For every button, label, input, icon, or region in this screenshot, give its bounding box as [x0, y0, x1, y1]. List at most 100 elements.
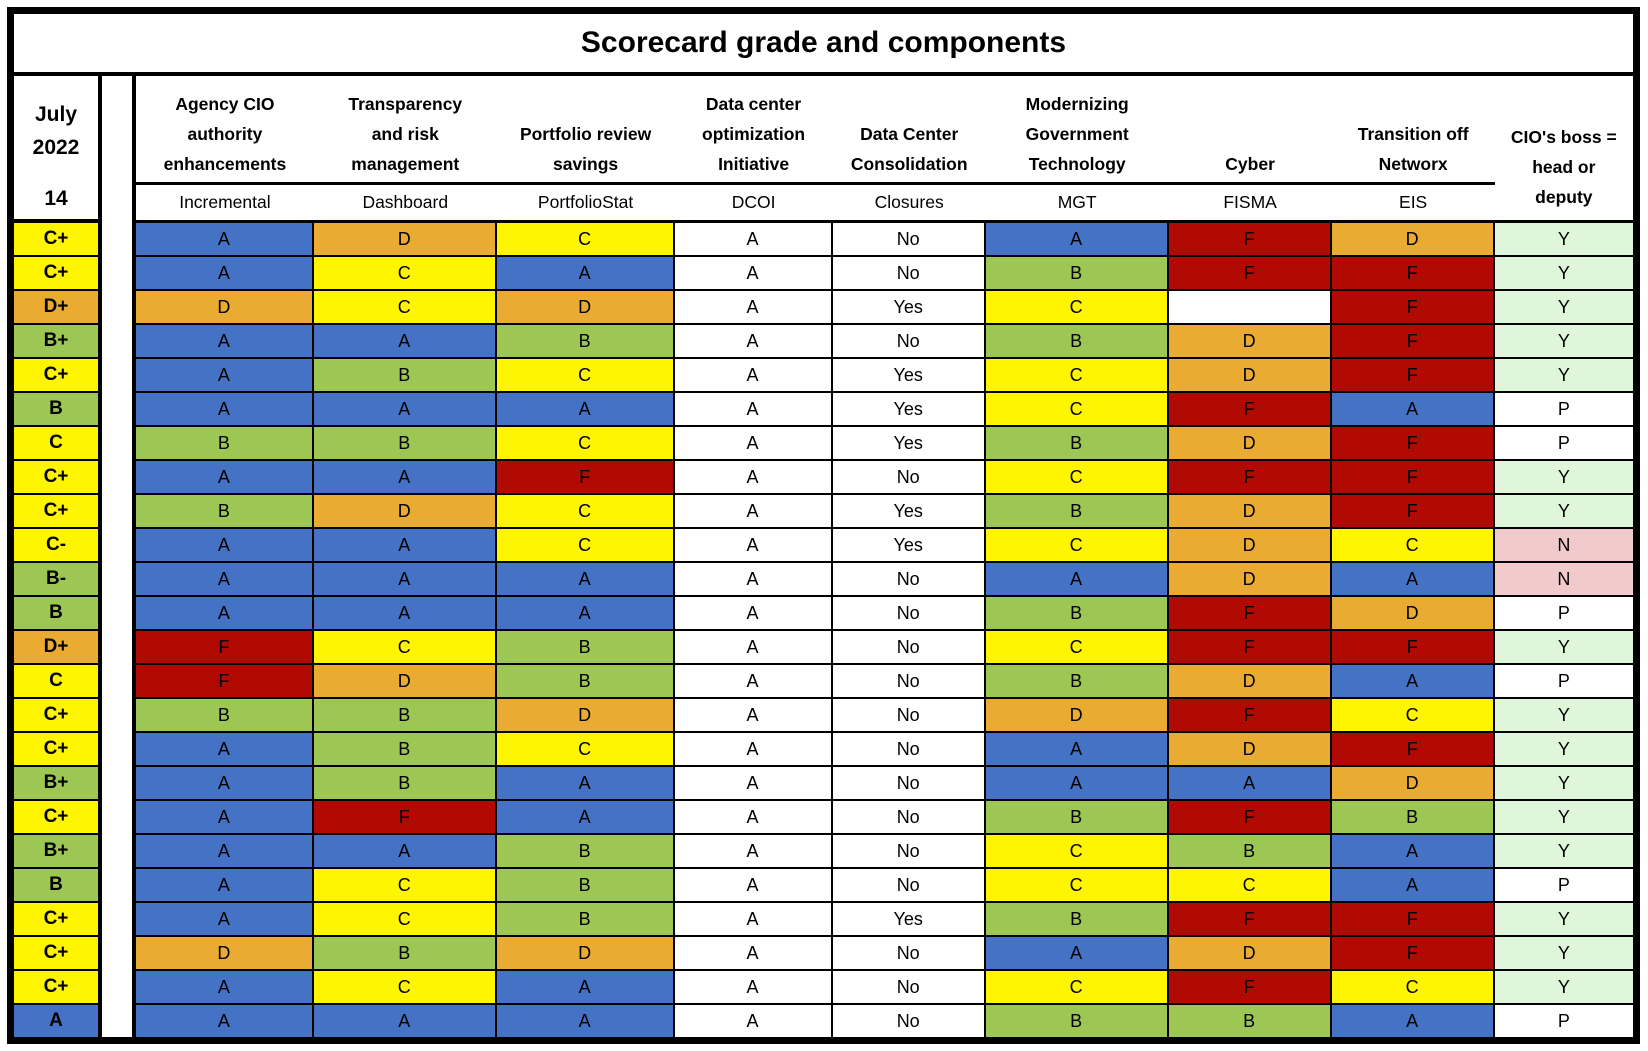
column-title-line: deputy	[1535, 187, 1593, 207]
score-row: B B D A No D F C Y	[136, 699, 1633, 733]
score-cell-closures: No	[832, 767, 986, 799]
score-cell-fisma: F	[1168, 597, 1332, 629]
column-sublabel: DCOI	[674, 182, 833, 220]
score-cell-portfoliostat: B	[496, 665, 675, 697]
column-sublabel: FISMA	[1168, 182, 1332, 220]
score-cell-closures: Yes	[832, 529, 986, 561]
score-cell-dashboard: B	[313, 427, 497, 459]
score-cell-dashboard: B	[313, 767, 497, 799]
column-sublabel: PortfolioStat	[496, 182, 675, 220]
score-cell-incremental: B	[136, 495, 314, 527]
score-row: A B C A No A D F Y	[136, 733, 1633, 767]
overall-grade-cell: B-	[14, 563, 98, 597]
overall-grade-cell: C+	[14, 801, 98, 835]
boss-cell: P	[1494, 869, 1633, 901]
score-cell-fisma: B	[1168, 835, 1332, 867]
score-cell-dashboard: B	[313, 937, 497, 969]
score-cell-mgt: C	[985, 529, 1169, 561]
score-cell-dashboard: D	[313, 495, 497, 527]
score-cell-eis: F	[1331, 733, 1495, 765]
score-cell-closures: No	[832, 1005, 986, 1037]
column-title: Transparency and risk management	[314, 76, 497, 182]
score-row: A A B A No C B A Y	[136, 835, 1633, 869]
score-cell-dcoi: A	[674, 223, 833, 255]
score-cell-dashboard: D	[313, 665, 497, 697]
score-cell-eis: A	[1331, 835, 1495, 867]
overall-grade-cell: C+	[14, 257, 98, 291]
score-cell-dashboard: A	[313, 563, 497, 595]
boss-cell: Y	[1494, 903, 1633, 935]
score-cell-incremental: A	[136, 257, 314, 289]
score-cell-closures: No	[832, 563, 986, 595]
boss-cell: Y	[1494, 291, 1633, 323]
score-cell-mgt: A	[985, 733, 1169, 765]
boss-cell: Y	[1494, 223, 1633, 255]
score-cell-incremental: D	[136, 937, 314, 969]
score-cell-eis: F	[1331, 937, 1495, 969]
score-cell-dashboard: C	[313, 257, 497, 289]
column-title: Portfolio review savings	[497, 76, 675, 182]
overall-grade-cell: C+	[14, 495, 98, 529]
column-sublabel: Incremental	[136, 182, 314, 220]
score-cell-fisma: D	[1168, 325, 1332, 357]
column-sublabel: Closures	[832, 182, 986, 220]
score-cell-fisma: F	[1168, 903, 1332, 935]
score-cell-mgt: A	[985, 563, 1169, 595]
score-cell-incremental: A	[136, 529, 314, 561]
score-cell-incremental: A	[136, 903, 314, 935]
column-title-line: enhancements	[163, 154, 287, 174]
overall-grade-cell: B+	[14, 835, 98, 869]
score-cell-incremental: F	[136, 631, 314, 663]
score-cell-portfoliostat: A	[496, 1005, 675, 1037]
score-cell-dcoi: A	[674, 461, 833, 493]
column-header-eis: Transition off Networx EIS	[1331, 76, 1495, 220]
score-cell-fisma: F	[1168, 631, 1332, 663]
boss-cell: N	[1494, 529, 1633, 561]
score-cell-portfoliostat: A	[496, 393, 675, 425]
score-row: A C A A No C F C Y	[136, 971, 1633, 1005]
overall-grade-cell: D+	[14, 631, 98, 665]
score-cell-fisma: D	[1168, 563, 1332, 595]
score-cell-portfoliostat: B	[496, 631, 675, 663]
score-cell-mgt: B	[985, 903, 1169, 935]
score-cell-portfoliostat: A	[496, 971, 675, 1003]
score-cell-fisma: B	[1168, 1005, 1332, 1037]
score-cell-eis: A	[1331, 665, 1495, 697]
grade-cells: C+ C+ D+ B+ C+ B C C+ C+ C- B- B D+ C C+ C+ B+ C+ B+ B C+ C+ C…	[14, 223, 98, 1037]
column-title-line: Portfolio review	[519, 124, 652, 144]
score-cell-portfoliostat: D	[496, 699, 675, 731]
score-row: A B A A No A A D Y	[136, 767, 1633, 801]
column-title-line: Initiative	[718, 154, 790, 174]
score-cell-incremental: A	[136, 393, 314, 425]
boss-cell: Y	[1494, 767, 1633, 799]
scorecard-content: July 2022 14 C+ C+ D+ B+ C+ B C C+ C+ C- B- B D+ C C+ C…	[14, 76, 1633, 1037]
score-cell-closures: No	[832, 971, 986, 1003]
column-title-line: Government	[1025, 124, 1129, 144]
score-cell-incremental: A	[136, 223, 314, 255]
column-title-line: Networx	[1378, 154, 1448, 174]
score-cell-fisma: F	[1168, 257, 1332, 289]
score-cell-portfoliostat: D	[496, 937, 675, 969]
score-row: D B D A No A D F Y	[136, 937, 1633, 971]
score-cell-incremental: A	[136, 835, 314, 867]
overall-grade-cell: A	[14, 1005, 98, 1037]
score-cell-mgt: D	[985, 699, 1169, 731]
score-cell-dcoi: A	[674, 869, 833, 901]
column-header-portfoliostat: Portfolio review savings PortfolioStat	[496, 76, 675, 220]
column-title-line: authority	[187, 124, 263, 144]
score-cell-mgt: C	[985, 393, 1169, 425]
score-cell-portfoliostat: B	[496, 325, 675, 357]
scorecard-number: 14	[44, 187, 68, 210]
period-month: July	[34, 103, 78, 126]
column-header-incremental: Agency CIO authority enhancements Increment…	[136, 76, 314, 220]
score-cell-dashboard: D	[313, 223, 497, 255]
title-bar: Scorecard grade and components	[14, 14, 1633, 76]
column-title-line: Agency CIO	[175, 94, 275, 114]
column-title-line: Modernizing	[1025, 94, 1129, 114]
overall-grade-cell: C+	[14, 461, 98, 495]
overall-grade-cell: D+	[14, 291, 98, 325]
boss-cell: Y	[1494, 971, 1633, 1003]
score-cell-incremental: A	[136, 325, 314, 357]
score-cell-closures: Yes	[832, 359, 986, 391]
